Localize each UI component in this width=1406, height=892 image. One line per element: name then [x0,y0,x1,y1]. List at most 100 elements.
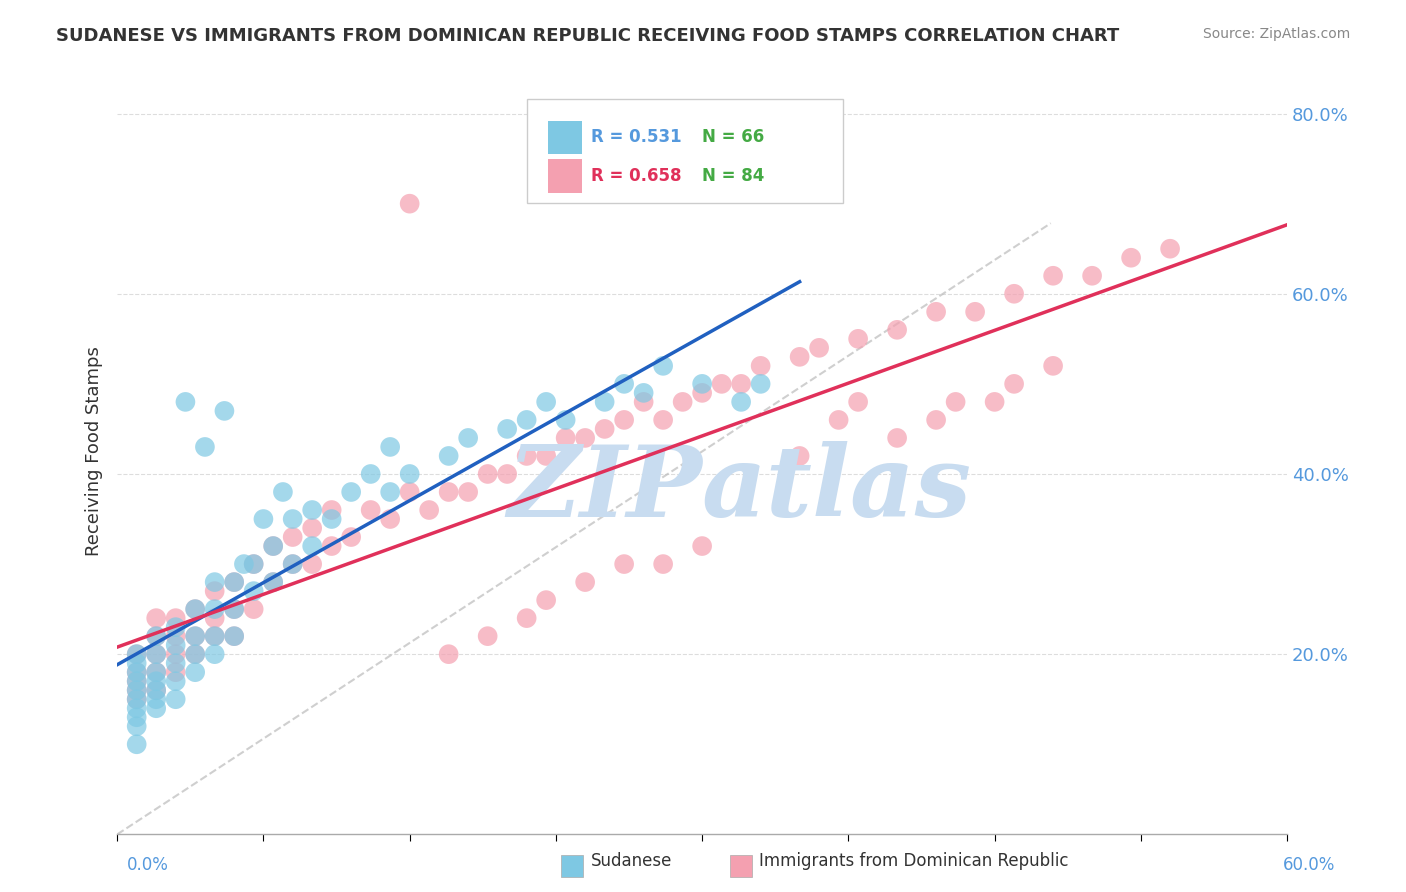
Text: atlas: atlas [702,442,972,538]
Point [184,647,207,661]
Text: N = 84: N = 84 [702,167,765,185]
Point [398,485,420,500]
Point [925,305,948,319]
Point [252,512,274,526]
Point [496,467,519,481]
Point [204,602,226,616]
Point [378,512,401,526]
Point [457,431,479,445]
Point [827,413,849,427]
Point [145,674,167,689]
Point [301,521,323,535]
Point [165,647,187,661]
Point [690,539,713,553]
Point [125,719,148,733]
Point [730,376,752,391]
Point [125,665,148,680]
Point [184,602,207,616]
Text: Sudanese: Sudanese [591,852,672,870]
Point [360,467,382,481]
Point [534,449,557,463]
Point [398,196,420,211]
Point [301,503,323,517]
Point [145,665,167,680]
Point [281,557,304,571]
FancyBboxPatch shape [527,99,842,202]
Point [125,647,148,661]
Point [145,647,167,661]
Point [242,557,264,571]
Point [184,647,207,661]
Point [224,575,246,590]
Point [1081,268,1104,283]
Point [574,575,596,590]
Point [1119,251,1142,265]
Point [593,422,616,436]
Point [145,683,167,698]
Point [457,485,479,500]
Point [281,530,304,544]
Point [516,413,538,427]
Point [224,602,246,616]
Point [165,620,187,634]
Point [125,674,148,689]
Point [789,350,811,364]
Point [554,413,576,427]
Point [204,575,226,590]
Point [477,467,499,481]
Point [184,602,207,616]
Point [184,629,207,643]
Point [271,485,294,500]
Point [165,674,187,689]
Point [340,530,363,544]
Point [145,629,167,643]
Point [204,629,226,643]
Point [1159,242,1181,256]
Point [690,376,713,391]
Point [360,503,382,517]
Point [690,385,713,400]
Point [652,359,675,373]
Point [593,395,616,409]
Point [613,376,636,391]
Point [378,440,401,454]
Text: Immigrants from Dominican Republic: Immigrants from Dominican Republic [759,852,1069,870]
Point [262,539,284,553]
Point [145,701,167,715]
Point [321,503,343,517]
Point [242,602,264,616]
Point [633,395,655,409]
Point [125,692,148,706]
Point [789,449,811,463]
Point [925,413,948,427]
Point [437,485,460,500]
Point [1002,286,1025,301]
Point [165,629,187,643]
Point [125,683,148,698]
Point [125,656,148,670]
Point [477,629,499,643]
Point [125,737,148,751]
Point [145,611,167,625]
Point [165,665,187,680]
Point [730,395,752,409]
Point [262,539,284,553]
Point [204,611,226,625]
Point [204,647,226,661]
Point [1042,268,1064,283]
Point [242,557,264,571]
Point [145,629,167,643]
Point [710,376,733,391]
Point [321,539,343,553]
Point [125,647,148,661]
Point [652,557,675,571]
Point [262,575,284,590]
Point [125,683,148,698]
Point [1002,376,1025,391]
Point [534,593,557,607]
Point [281,512,304,526]
Point [554,431,576,445]
Point [574,431,596,445]
Text: 60.0%: 60.0% [1284,856,1336,874]
Point [808,341,831,355]
